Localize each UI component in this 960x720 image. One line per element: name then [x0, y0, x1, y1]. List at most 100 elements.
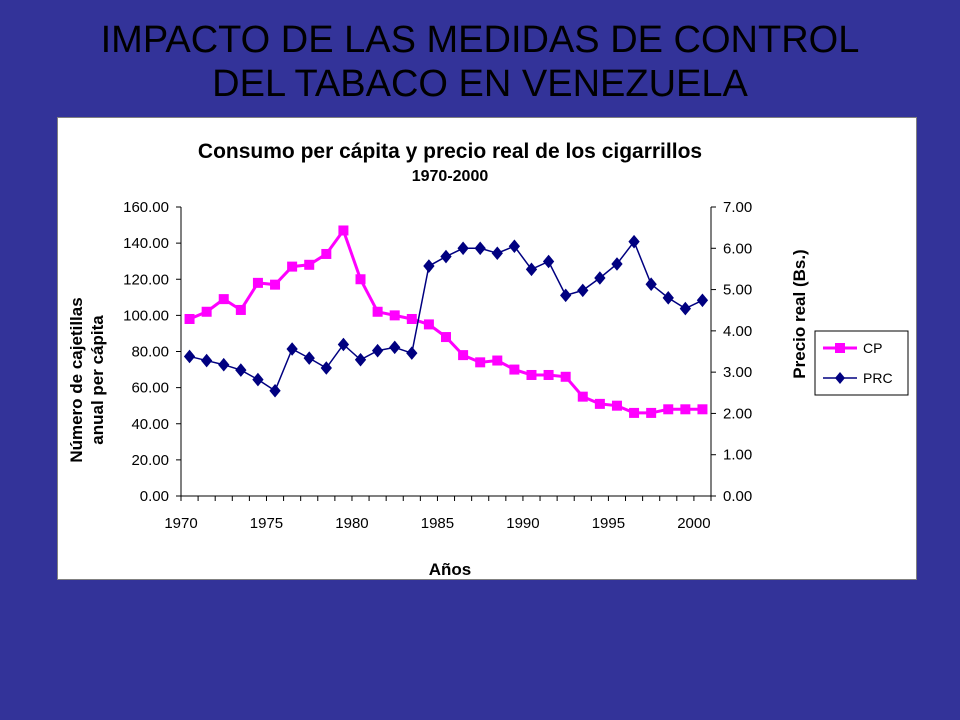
data-point-prc [594, 271, 606, 285]
y-tick-label: 20.00 [131, 452, 169, 469]
data-point-cp [184, 313, 195, 324]
data-point-prc [645, 277, 657, 291]
data-point-prc [474, 241, 486, 256]
y2-tick-label: 3.00 [723, 364, 752, 381]
data-point-prc [371, 343, 384, 358]
data-point-cp [629, 407, 640, 418]
data-point-prc [508, 239, 521, 254]
data-point-cp [492, 355, 503, 366]
data-point-cp [611, 400, 622, 411]
y-tick-label: 60.00 [131, 380, 169, 397]
data-point-prc [337, 337, 350, 352]
legend-marker-prc [835, 372, 845, 384]
data-point-cp [389, 310, 400, 321]
data-point-prc [577, 283, 589, 298]
data-point-cp [594, 398, 605, 409]
chart: Consumo per cápita y precio real de los … [67, 140, 909, 579]
x-tick-label: 1975 [250, 515, 283, 532]
data-point-prc [269, 383, 281, 398]
data-point-prc [200, 353, 213, 368]
y-axis-label-line2: anual per cápita [88, 315, 107, 445]
y2-tick-label: 2.00 [723, 405, 752, 422]
y-tick-label: 140.00 [123, 235, 169, 252]
data-point-cp [475, 357, 486, 368]
data-point-prc [235, 363, 247, 377]
chart-panel: Consumo per cápita y precio real de los … [57, 117, 917, 580]
y-tick-label: 40.00 [131, 416, 169, 433]
y2-axis-label: Precio real (Bs.) [790, 249, 809, 378]
legend-marker-cp [835, 343, 845, 353]
data-point-cp [423, 319, 434, 330]
slide-title-line2: DEL TABACO EN VENEZUELA [212, 63, 748, 105]
data-point-prc [525, 262, 538, 277]
data-point-prc [389, 340, 401, 355]
data-point-cp [697, 404, 708, 415]
x-tick-label: 1970 [164, 515, 197, 532]
data-point-prc [183, 349, 196, 364]
x-tick-label: 1995 [592, 515, 625, 532]
data-point-prc [252, 372, 264, 387]
legend-label-cp: CP [863, 340, 882, 356]
data-point-cp [646, 407, 657, 418]
data-point-prc [423, 259, 435, 273]
data-point-prc [286, 342, 298, 356]
data-point-prc [457, 241, 469, 256]
x-tick-label: 1985 [421, 515, 454, 532]
y-tick-label: 160.00 [123, 199, 169, 216]
x-tick-label: 1990 [506, 515, 539, 532]
data-point-prc [679, 301, 692, 316]
slide-title-line1: IMPACTO DE LAS MEDIDAS DE CONTROL [100, 19, 860, 61]
data-point-cp [663, 404, 674, 415]
data-point-prc [696, 293, 709, 308]
data-point-prc [218, 357, 230, 372]
y2-tick-label: 6.00 [723, 240, 752, 257]
data-point-cp [441, 332, 451, 343]
y-tick-label: 120.00 [123, 271, 169, 288]
data-point-cp [526, 369, 537, 380]
data-point-cp [304, 259, 315, 270]
y-tick-label: 0.00 [140, 488, 169, 505]
y-tick-label: 100.00 [123, 307, 169, 324]
data-point-cp [321, 248, 332, 259]
x-tick-label: 1980 [335, 515, 368, 532]
y2-tick-label: 0.00 [723, 488, 752, 505]
data-point-cp [543, 369, 554, 380]
y2-tick-label: 7.00 [723, 199, 752, 216]
data-point-prc [542, 254, 555, 269]
legend-label-prc: PRC [863, 370, 893, 386]
data-point-prc [611, 257, 623, 271]
data-point-cp [372, 306, 383, 317]
data-point-cp [201, 306, 212, 317]
data-point-cp [458, 350, 469, 361]
y-axis-label-line1: Número de cajetillas [67, 297, 86, 462]
data-point-cp [252, 277, 263, 288]
data-point-cp [270, 279, 281, 290]
data-point-cp [287, 261, 298, 272]
data-point-cp [406, 313, 417, 324]
data-point-prc [440, 249, 452, 264]
data-point-cp [577, 391, 588, 402]
data-point-cp [509, 364, 520, 375]
data-point-cp [338, 225, 349, 236]
y2-tick-label: 5.00 [723, 282, 752, 299]
chart-subtitle: 1970-2000 [412, 168, 489, 185]
data-point-prc [662, 291, 674, 305]
data-point-prc [303, 351, 315, 365]
y-tick-label: 80.00 [131, 344, 169, 361]
data-point-cp [235, 304, 246, 315]
data-point-cp [355, 274, 366, 285]
chart-title: Consumo per cápita y precio real de los … [198, 140, 702, 163]
data-point-cp [680, 404, 691, 415]
data-point-prc [354, 352, 367, 367]
data-point-prc [628, 234, 640, 249]
data-point-prc [560, 288, 572, 303]
data-point-cp [560, 371, 571, 382]
y2-tick-label: 4.00 [723, 323, 752, 340]
slide-title: IMPACTO DE LAS MEDIDAS DE CONTROL DEL TA… [0, 18, 960, 106]
data-point-prc [406, 346, 418, 360]
data-point-cp [218, 294, 229, 305]
x-tick-label: 2000 [677, 515, 710, 532]
legend-box [814, 330, 909, 396]
series-line-prc [189, 240, 703, 392]
y2-tick-label: 1.00 [723, 447, 752, 464]
